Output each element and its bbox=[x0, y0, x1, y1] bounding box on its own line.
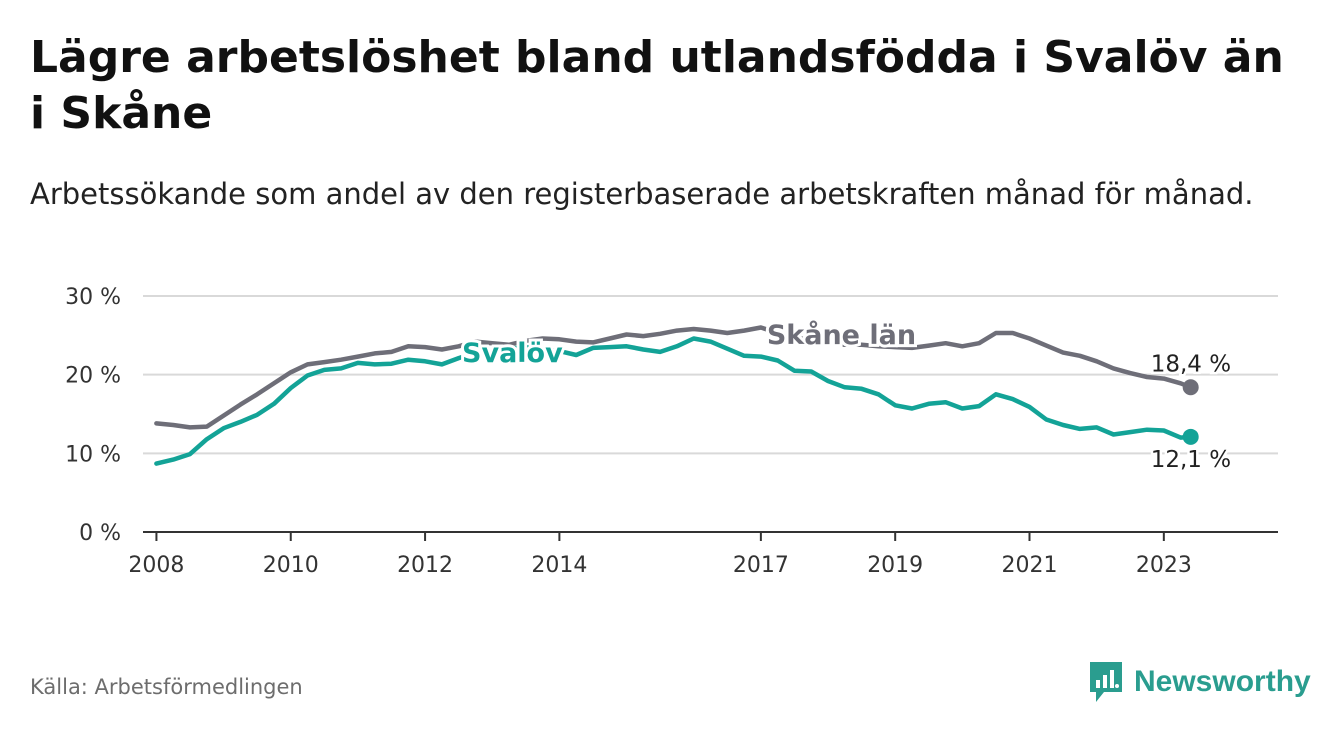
series-label-svalov: Svalöv bbox=[462, 338, 563, 369]
x-tick-label: 2008 bbox=[128, 553, 184, 578]
x-tick-label: 2019 bbox=[867, 553, 923, 578]
series-line-skane bbox=[154, 325, 1193, 430]
x-tick-label: 2012 bbox=[397, 553, 453, 578]
y-tick-label: 0 % bbox=[79, 521, 121, 546]
brand-logo[interactable]: Newsworthy bbox=[1088, 660, 1311, 704]
x-tick-label: 2021 bbox=[1002, 553, 1058, 578]
series-end-point-svalov bbox=[1182, 428, 1199, 445]
source-note: Källa: Arbetsförmedlingen bbox=[30, 675, 303, 699]
series-labels: Skåne län 18,4 % Svalöv 12,1 % bbox=[459, 316, 1234, 475]
chart-subtitle: Arbetssökande som andel av den registerb… bbox=[30, 177, 1254, 211]
x-tick-label: 2017 bbox=[733, 553, 789, 578]
chart-title: Lägre arbetslöshet bland utlandsfödda i … bbox=[30, 32, 1284, 139]
line-chart: 0 % 10 % 20 % 30 % 2008 2010 2012 2014 2017 2019… bbox=[65, 285, 1278, 578]
end-value-label-svalov: 12,1 % bbox=[1151, 447, 1231, 473]
x-axis-ticks: 2008 2010 2012 2014 2017 2019 2021 2023 bbox=[128, 532, 1192, 578]
series-end-point-skane bbox=[1182, 379, 1199, 396]
x-tick-label: 2014 bbox=[531, 553, 587, 578]
y-tick-label: 20 % bbox=[65, 364, 121, 389]
y-axis-ticks: 0 % 10 % 20 % 30 % bbox=[65, 285, 121, 546]
series-lines bbox=[154, 325, 1199, 466]
end-value-label-skane: 18,4 % bbox=[1151, 351, 1231, 377]
series-line-svalov bbox=[154, 336, 1193, 466]
newsworthy-icon bbox=[1090, 662, 1122, 702]
series-label-skane: Skåne län bbox=[767, 319, 916, 351]
gridlines bbox=[143, 295, 1278, 455]
x-tick-label: 2023 bbox=[1136, 553, 1192, 578]
brand-name: Newsworthy bbox=[1134, 665, 1311, 698]
x-tick-label: 2010 bbox=[263, 553, 319, 578]
y-tick-label: 10 % bbox=[65, 442, 121, 467]
y-tick-label: 30 % bbox=[65, 285, 121, 310]
